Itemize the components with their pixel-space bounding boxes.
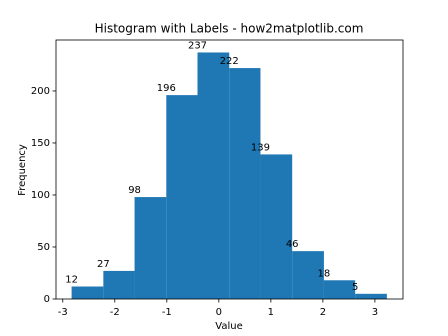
x-tick-label: -2: [110, 307, 120, 318]
plot-frame: [55, 39, 404, 300]
value-label: 196: [157, 83, 176, 94]
bar: [323, 280, 356, 299]
x-tick-label: 0: [216, 307, 222, 318]
x-tick-label: 3: [372, 307, 378, 318]
x-tick-label: 2: [320, 307, 326, 318]
bar: [197, 52, 230, 299]
x-tick-label: 1: [268, 307, 274, 318]
chart-title: Histogram with Labels - how2matplotlib.c…: [95, 22, 364, 36]
bar: [292, 251, 324, 299]
bar: [71, 286, 104, 299]
value-label: 139: [251, 142, 270, 153]
value-label: 222: [220, 56, 239, 67]
bar: [166, 95, 198, 300]
y-tick-label: 100: [31, 190, 50, 201]
y-tick-label: 50: [37, 242, 50, 253]
bar: [260, 154, 293, 299]
bar: [355, 293, 387, 299]
value-label: 5: [352, 282, 358, 293]
value-label: 98: [128, 185, 141, 196]
bar: [229, 68, 261, 299]
bar: [134, 197, 167, 299]
y-tick-label: 150: [31, 138, 50, 149]
value-label: 27: [97, 259, 110, 270]
value-label: 18: [318, 268, 331, 279]
x-tick-label: -1: [162, 307, 172, 318]
y-axis-label: Frequency: [17, 144, 28, 196]
x-tick-label: -3: [58, 307, 68, 318]
y-tick-label: 0: [44, 294, 50, 305]
y-tick-label: 200: [31, 86, 50, 97]
value-label: 237: [188, 40, 207, 51]
value-label: 46: [286, 239, 299, 250]
value-label: 12: [65, 275, 78, 286]
x-axis-label: Value: [215, 321, 242, 332]
bar: [103, 270, 135, 299]
